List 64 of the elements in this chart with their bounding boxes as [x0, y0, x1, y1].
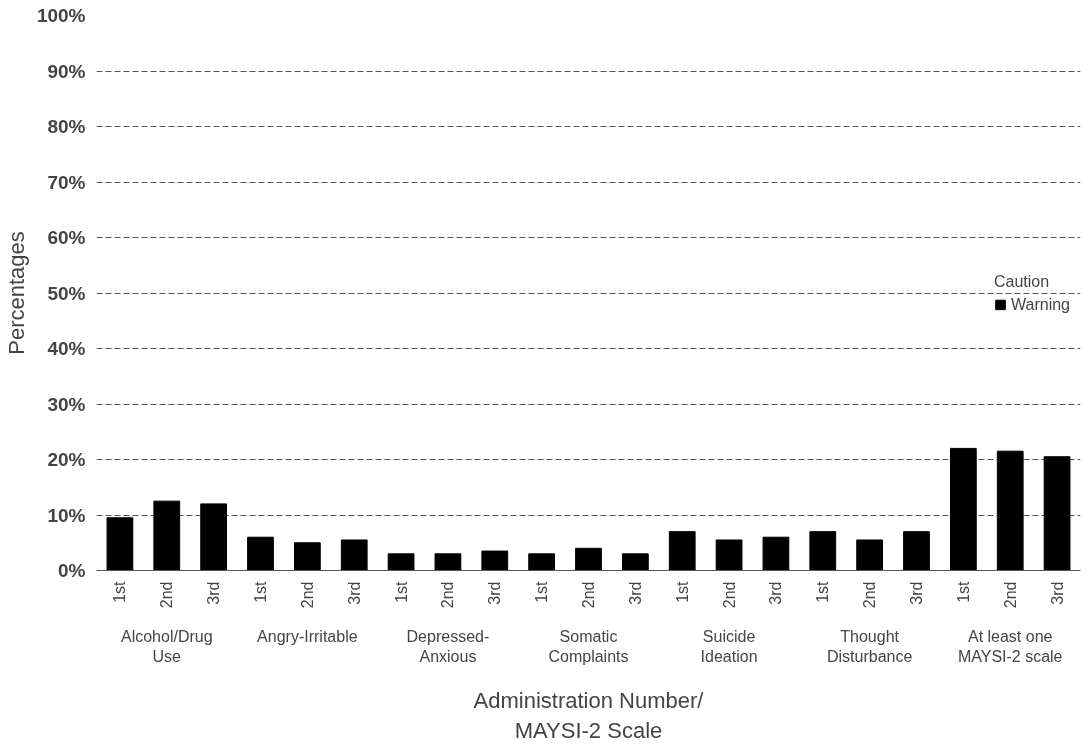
x-tick-label: 3rd	[767, 581, 785, 605]
bar	[434, 553, 462, 571]
bar	[762, 536, 790, 571]
y-tick-label: 80%	[47, 116, 86, 137]
bar	[856, 539, 884, 571]
x-tick-label: 2nd	[1001, 581, 1019, 609]
x-tick-label: 2nd	[861, 581, 879, 609]
text: Angry-Irritable	[257, 627, 358, 645]
bar	[1043, 456, 1071, 571]
text: At least one MAYSI-2 scale	[957, 627, 1063, 665]
bar	[575, 547, 602, 571]
y-tick-label: 90%	[47, 60, 86, 82]
bar	[387, 553, 415, 571]
y-tick-label: 20%	[47, 449, 86, 470]
x-tick-label: 2nd	[158, 581, 176, 609]
bar	[293, 542, 321, 571]
x-tick-label: 1st	[111, 580, 129, 603]
x-tick-label: 3rd	[908, 581, 925, 605]
x-tick-label: 3rd	[486, 581, 504, 605]
x-tick-label: 1st	[954, 580, 972, 603]
bar	[528, 553, 556, 571]
text: Thought Disturbance	[826, 627, 913, 665]
y-tick-label: 70%	[47, 171, 86, 193]
text: Depressed-Anxious	[406, 627, 490, 665]
x-tick-label: 3rd	[626, 581, 644, 605]
bar	[809, 531, 837, 571]
x-tick-label: 2nd	[580, 581, 597, 609]
y-tick-label: 100%	[36, 5, 86, 26]
bar	[715, 539, 743, 571]
bar	[668, 531, 696, 571]
x-tick-label: 2nd	[720, 581, 738, 609]
bar	[247, 536, 274, 571]
y-axis-title: Percentages	[3, 231, 29, 355]
x-tick-label: 2nd	[298, 581, 316, 609]
x-axis-title: Administration Number/ MAYSI-2 Scale	[473, 687, 705, 743]
bar	[106, 517, 134, 571]
x-tick-label: 2nd	[439, 581, 457, 609]
bar	[903, 531, 930, 571]
bar	[996, 450, 1024, 571]
x-tick-label: 3rd	[345, 581, 363, 605]
bar	[153, 500, 181, 571]
x-tick-label: 1st	[392, 580, 410, 603]
bar	[481, 550, 509, 571]
y-tick-label: 50%	[47, 282, 86, 304]
legend-title: Caution	[994, 272, 1051, 290]
bar	[200, 503, 228, 571]
text: Alcohol/Drug Use	[120, 627, 213, 665]
y-tick-label: 60%	[47, 227, 86, 248]
text: Somatic Complaints	[548, 627, 629, 665]
bar	[949, 447, 977, 571]
x-tick-label: 1st	[252, 580, 269, 603]
y-tick-label: 10%	[47, 504, 86, 526]
x-tick-label: 3rd	[1048, 581, 1066, 605]
x-tick-label: 1st	[673, 580, 691, 603]
bar	[340, 539, 368, 571]
legend-label: Warning	[1011, 295, 1070, 313]
x-tick-label: 1st	[533, 580, 551, 603]
text: Suicide Ideation	[700, 627, 758, 665]
bar	[621, 553, 649, 571]
x-tick-label: 3rd	[205, 581, 223, 605]
y-tick-label: 0%	[58, 560, 86, 581]
y-tick-label: 40%	[47, 338, 86, 359]
x-tick-label: 1st	[814, 580, 832, 603]
y-tick-label: 30%	[47, 393, 86, 415]
